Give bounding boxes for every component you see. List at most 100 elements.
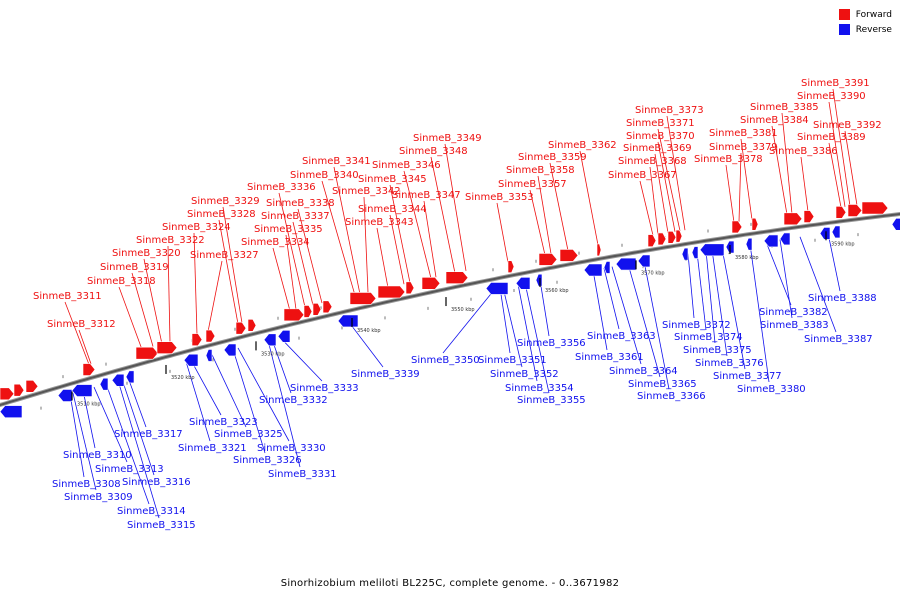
reverse-gene-label: SinmeB_3374 [674, 332, 743, 343]
gene-features [0, 201, 900, 418]
reverse-gene-label: SinmeB_3313 [95, 464, 164, 475]
forward-gene-body [205, 329, 216, 343]
forward-gene-label: SinmeB_3369 [623, 143, 692, 154]
forward-gene-body [675, 229, 683, 243]
forward-gene-label: SinmeB_3337 [261, 211, 330, 222]
tick-label: 3570 kbp [641, 270, 665, 276]
forward-leader-line [496, 202, 509, 263]
reverse-gene-label: SinmeB_3365 [628, 379, 697, 390]
legend-reverse: Reverse [838, 24, 892, 35]
reverse-leader-line [524, 282, 550, 394]
forward-leader-line [389, 184, 411, 283]
forward-gene-label: SinmeB_3335 [254, 224, 323, 235]
forward-gene-label: SinmeB_3312 [47, 319, 116, 330]
kbp-ticks: 3510 kbp 3520 kbp 3530 kbp 3540 kbp 3550 kbp… [71, 231, 855, 407]
reverse-gene-body [205, 349, 213, 362]
reverse-leader-line [765, 241, 792, 306]
forward-gene-body [847, 204, 863, 217]
reverse-gene-body [615, 257, 637, 271]
reverse-gene-label: SinmeB_3377 [713, 371, 782, 382]
forward-leader-line [218, 219, 239, 324]
forward-gene-label: SinmeB_3338 [266, 198, 335, 209]
reverse-leader-line [687, 253, 695, 319]
forward-gene-body [538, 253, 558, 266]
forward-gene-label: SinmeB_3328 [187, 209, 256, 220]
reverse-gene-label: SinmeB_3387 [804, 334, 873, 345]
tick-label: 3540 kbp [357, 328, 381, 334]
forward-leader-line [118, 286, 143, 350]
forward-leader-line [800, 156, 809, 212]
forward-leader-line [321, 180, 356, 296]
reverse-leader-line [442, 288, 496, 354]
forward-gene-label: SinmeB_3386 [769, 146, 838, 157]
backbone-line [0, 212, 900, 407]
forward-leader-line [639, 180, 654, 236]
forward-leader-line [423, 200, 437, 278]
forward-gene-body [0, 387, 15, 401]
forward-gene-label: SinmeB_3345 [358, 174, 427, 185]
reverse-gene-body [699, 243, 725, 257]
reverse-gene-label: SinmeB_3314 [117, 506, 186, 517]
reverse-leader-line [105, 383, 150, 505]
reverse-gene-label: SinmeB_3372 [662, 320, 731, 331]
forward-leader-line [725, 164, 735, 223]
forward-gene-label: SinmeB_3358 [506, 165, 575, 176]
reverse-gene-label: SinmeB_3326 [233, 455, 302, 466]
reverse-gene-label: SinmeB_3308 [52, 479, 121, 490]
reverse-leader-line [779, 239, 793, 319]
forward-gene-body [596, 243, 602, 257]
reverse-gene-body [263, 333, 277, 347]
forward-leader-line [131, 272, 154, 347]
forward-gene-label: SinmeB_3318 [87, 276, 156, 287]
reverse-gene-label: SinmeB_3382 [759, 307, 828, 318]
reverse-gene-label: SinmeB_3323 [189, 417, 258, 428]
reverse-leader-line [271, 339, 292, 394]
forward-gene-label: SinmeB_3391 [801, 78, 870, 89]
forward-gene-body [731, 220, 743, 234]
reverse-leader-line [799, 236, 837, 333]
forward-gene-label: SinmeB_3384 [740, 115, 809, 126]
forward-leader-line [666, 115, 686, 231]
forward-gene-body [507, 260, 515, 273]
reverse-gene-body [57, 389, 73, 402]
tick-label: 3580 kbp [735, 255, 759, 261]
forward-leader-line [278, 192, 306, 308]
forward-leader-line [64, 301, 90, 365]
tick-label: 3550 kbp [451, 307, 475, 313]
reverse-gene-label: SinmeB_3366 [637, 391, 706, 402]
reverse-gene-body [337, 314, 359, 328]
reverse-gene-body [535, 273, 543, 287]
reverse-gene-body [125, 370, 135, 384]
forward-gene-label: SinmeB_3368 [618, 156, 687, 167]
reverse-gene-label: SinmeB_3310 [63, 450, 132, 461]
reverse-gene-label: SinmeB_3325 [214, 429, 283, 440]
forward-gene-body [312, 302, 322, 316]
forward-gene-body [657, 232, 667, 246]
forward-gene-label: SinmeB_3359 [518, 152, 587, 163]
reverse-gene-label: SinmeB_3309 [64, 492, 133, 503]
forward-gene-body [667, 230, 677, 244]
forward-gene-label: SinmeB_3390 [797, 91, 866, 102]
reverse-gene-label: SinmeB_3354 [505, 383, 574, 394]
reverse-gene-label: SinmeB_3316 [122, 477, 191, 488]
forward-gene-body [25, 379, 39, 393]
forward-gene-body [135, 346, 159, 360]
reverse-gene-label: SinmeB_3375 [683, 345, 752, 356]
legend-forward: Forward [838, 9, 892, 20]
forward-gene-label: SinmeB_3349 [413, 133, 482, 144]
forward-gene-label: SinmeB_3311 [33, 291, 102, 302]
reverse-gene-body [745, 237, 753, 251]
forward-gene-label: SinmeB_3385 [750, 102, 819, 113]
forward-gene-label: SinmeB_3341 [302, 156, 371, 167]
forward-gene-label: SinmeB_3346 [372, 160, 441, 171]
reverse-gene-body [0, 405, 23, 418]
forward-leader-line [285, 234, 297, 310]
reverse-leader-line [237, 347, 290, 442]
reverse-gene-label: SinmeB_3376 [695, 358, 764, 369]
forward-leader-line [828, 101, 846, 207]
forward-leader-line [143, 258, 163, 345]
legend-reverse-swatch [838, 24, 850, 35]
reverse-leader-line [611, 266, 642, 365]
forward-leader-line [333, 166, 361, 295]
